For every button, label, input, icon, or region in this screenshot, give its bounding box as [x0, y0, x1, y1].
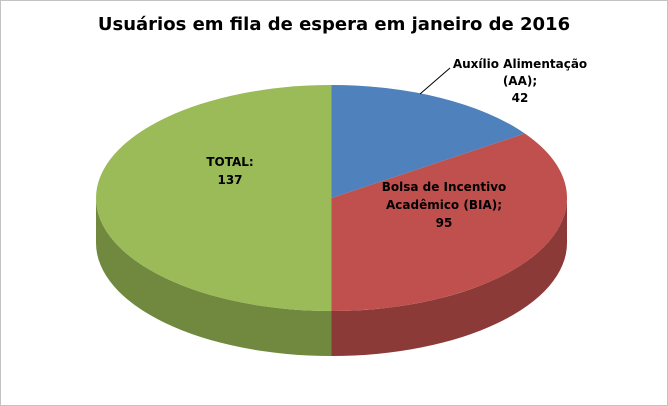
data-label-line: Acadêmico (BIA);	[385, 198, 503, 212]
data-label-bia: Bolsa de Incentivo Acadêmico (BIA); 95	[382, 178, 507, 232]
data-label-line: Bolsa de Incentivo	[381, 180, 507, 194]
data-label-line: 137	[217, 173, 243, 187]
pie-slice-total[interactable]	[96, 85, 332, 311]
pie-slice-bia[interactable]	[331, 133, 568, 311]
data-label-line: (AA);	[502, 74, 538, 88]
pie-slice-side-total	[96, 198, 332, 356]
pie-slice-side-bia	[331, 198, 567, 356]
data-label-line: TOTAL:	[206, 155, 254, 169]
data-label-line: 42	[511, 91, 529, 105]
pie-slice-aa[interactable]	[331, 85, 525, 198]
leader-line-aa	[419, 67, 451, 95]
data-label-line: 95	[435, 216, 453, 230]
chart-title: Usuários em fila de espera em janeiro de…	[97, 14, 571, 35]
data-label-total: TOTAL: 137	[206, 153, 253, 189]
data-label-aa: Auxílio Alimentação (AA); 42	[453, 56, 587, 107]
data-label-line: Auxílio Alimentação	[452, 57, 588, 71]
